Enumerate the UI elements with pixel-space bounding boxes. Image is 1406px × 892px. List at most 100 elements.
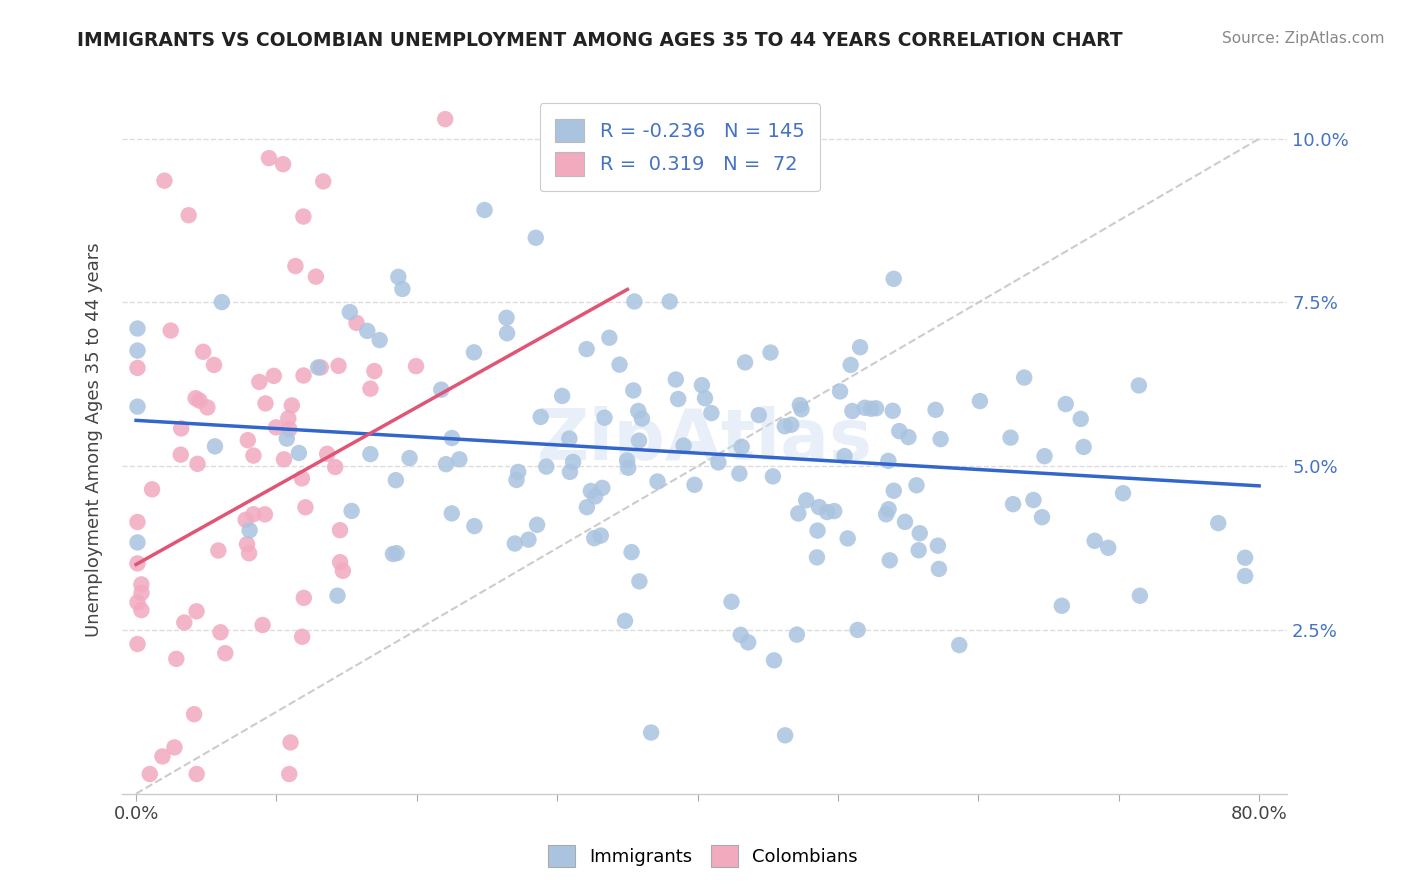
Point <box>253 508 276 522</box>
Point <box>598 331 620 345</box>
Point <box>434 457 457 471</box>
Point <box>305 269 328 284</box>
Point <box>278 767 301 781</box>
Point <box>183 707 205 722</box>
Point <box>616 453 638 467</box>
Point <box>631 411 654 425</box>
Point <box>503 536 526 550</box>
Point <box>731 440 754 454</box>
Point <box>877 502 900 516</box>
Point <box>948 638 970 652</box>
Point <box>828 384 851 399</box>
Point <box>908 526 931 541</box>
Point <box>707 455 730 469</box>
Point <box>575 500 598 515</box>
Point <box>242 449 264 463</box>
Point <box>823 504 845 518</box>
Point <box>1022 493 1045 508</box>
Point <box>170 448 193 462</box>
Point <box>356 324 378 338</box>
Point <box>905 478 928 492</box>
Point <box>1129 589 1152 603</box>
Point <box>496 326 519 341</box>
Point <box>202 358 225 372</box>
Point <box>463 345 485 359</box>
Point <box>252 618 274 632</box>
Point <box>808 500 831 514</box>
Point <box>815 505 838 519</box>
Point <box>264 420 287 434</box>
Point <box>127 637 149 651</box>
Point <box>127 557 149 571</box>
Point <box>748 408 770 422</box>
Point <box>405 359 427 373</box>
Point <box>928 562 950 576</box>
Point <box>762 469 785 483</box>
Legend: Immigrants, Colombians: Immigrants, Colombians <box>541 838 865 874</box>
Point <box>879 553 901 567</box>
Point <box>763 653 786 667</box>
Point <box>131 603 153 617</box>
Point <box>627 434 650 448</box>
Point <box>877 454 900 468</box>
Point <box>897 430 920 444</box>
Point <box>340 504 363 518</box>
Point <box>398 450 420 465</box>
Point <box>329 555 352 569</box>
Point <box>924 402 946 417</box>
Point <box>907 543 929 558</box>
Point <box>883 272 905 286</box>
Point <box>530 409 553 424</box>
Point <box>1002 497 1025 511</box>
Point <box>672 439 695 453</box>
Point <box>495 310 517 325</box>
Point <box>127 343 149 358</box>
Point <box>163 740 186 755</box>
Point <box>551 389 574 403</box>
Point <box>1050 599 1073 613</box>
Point <box>323 460 346 475</box>
Point <box>193 344 215 359</box>
Point <box>894 515 917 529</box>
Point <box>292 368 315 383</box>
Point <box>693 391 716 405</box>
Point <box>152 749 174 764</box>
Point <box>558 432 581 446</box>
Point <box>1112 486 1135 500</box>
Point <box>583 531 606 545</box>
Point <box>288 446 311 460</box>
Point <box>284 259 307 273</box>
Point <box>614 614 637 628</box>
Point <box>1031 510 1053 524</box>
Point <box>794 493 817 508</box>
Point <box>184 391 207 405</box>
Point <box>309 360 332 375</box>
Point <box>247 375 270 389</box>
Point <box>969 394 991 409</box>
Point <box>666 392 689 406</box>
Point <box>787 507 810 521</box>
Point <box>734 355 756 369</box>
Point <box>1206 516 1229 530</box>
Point <box>359 382 381 396</box>
Point <box>207 543 229 558</box>
Point <box>186 767 208 781</box>
Point <box>346 316 368 330</box>
Point <box>640 725 662 739</box>
Point <box>849 340 872 354</box>
Point <box>524 231 547 245</box>
Point <box>188 393 211 408</box>
Point <box>292 210 315 224</box>
Point <box>127 360 149 375</box>
Point <box>277 411 299 425</box>
Point <box>658 294 681 309</box>
Point <box>197 401 219 415</box>
Point <box>1070 412 1092 426</box>
Point <box>780 417 803 432</box>
Text: IMMIGRANTS VS COLOMBIAN UNEMPLOYMENT AMONG AGES 35 TO 44 YEARS CORRELATION CHART: IMMIGRANTS VS COLOMBIAN UNEMPLOYMENT AMO… <box>77 31 1123 50</box>
Point <box>505 473 527 487</box>
Point <box>235 513 257 527</box>
Point <box>242 507 264 521</box>
Point <box>363 364 385 378</box>
Point <box>281 398 304 412</box>
